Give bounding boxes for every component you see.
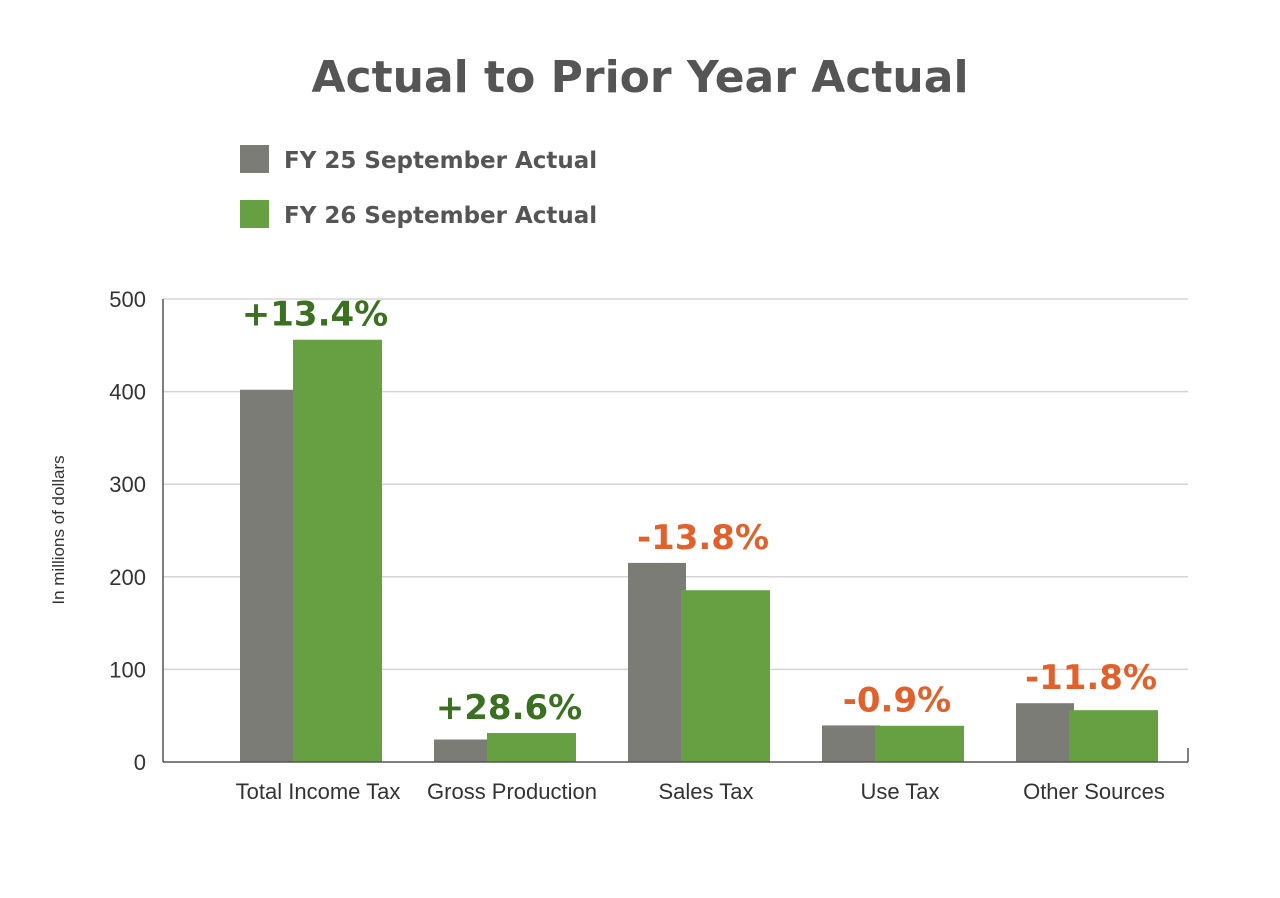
y-axis-label: In millions of dollars [49,455,68,604]
legend: FY 25 September Actual FY 26 September Ac… [240,145,597,229]
bar-fy26 [681,590,770,762]
legend-swatch [240,145,269,173]
bar-fy25 [434,739,492,762]
x-tick-label: Use Tax [860,779,939,804]
x-tick-label: Total Income Tax [236,779,401,804]
x-tick-label: Other Sources [1023,779,1165,804]
bar-fy26 [487,733,576,762]
percent-change-label: +13.4% [242,295,388,335]
legend-label: FY 25 September Actual [284,148,597,174]
percent-change-label: +28.6% [436,688,582,728]
axes: 0 100 200 300 400 500 [109,287,1189,775]
chart-title: Actual to Prior Year Actual [311,52,968,103]
legend-swatch [240,200,269,228]
bar-fy26 [293,339,382,762]
bars [240,339,1158,762]
bar-fy25 [822,725,880,762]
y-tick-label: 300 [109,472,146,497]
bar-fy26 [1069,710,1158,762]
y-tick-label: 400 [109,380,146,405]
percent-change-label: -13.8% [637,518,769,558]
percent-change-label: -11.8% [1025,658,1157,698]
labels: Total Income Tax +13.4% Gross Production +2… [236,295,1165,804]
y-tick-label: 500 [109,287,146,312]
x-tick-label: Gross Production [427,779,597,804]
y-tick-label: 0 [134,750,146,775]
bar-fy25 [1016,703,1074,762]
legend-label: FY 26 September Actual [284,203,597,229]
bar-fy25 [240,389,298,762]
y-tick-label: 200 [109,565,146,590]
x-tick-label: Sales Tax [659,779,754,804]
bar-fy26 [875,725,964,762]
percent-change-label: -0.9% [843,680,951,720]
y-tick-label: 100 [109,657,146,682]
bar-fy25 [628,562,686,762]
